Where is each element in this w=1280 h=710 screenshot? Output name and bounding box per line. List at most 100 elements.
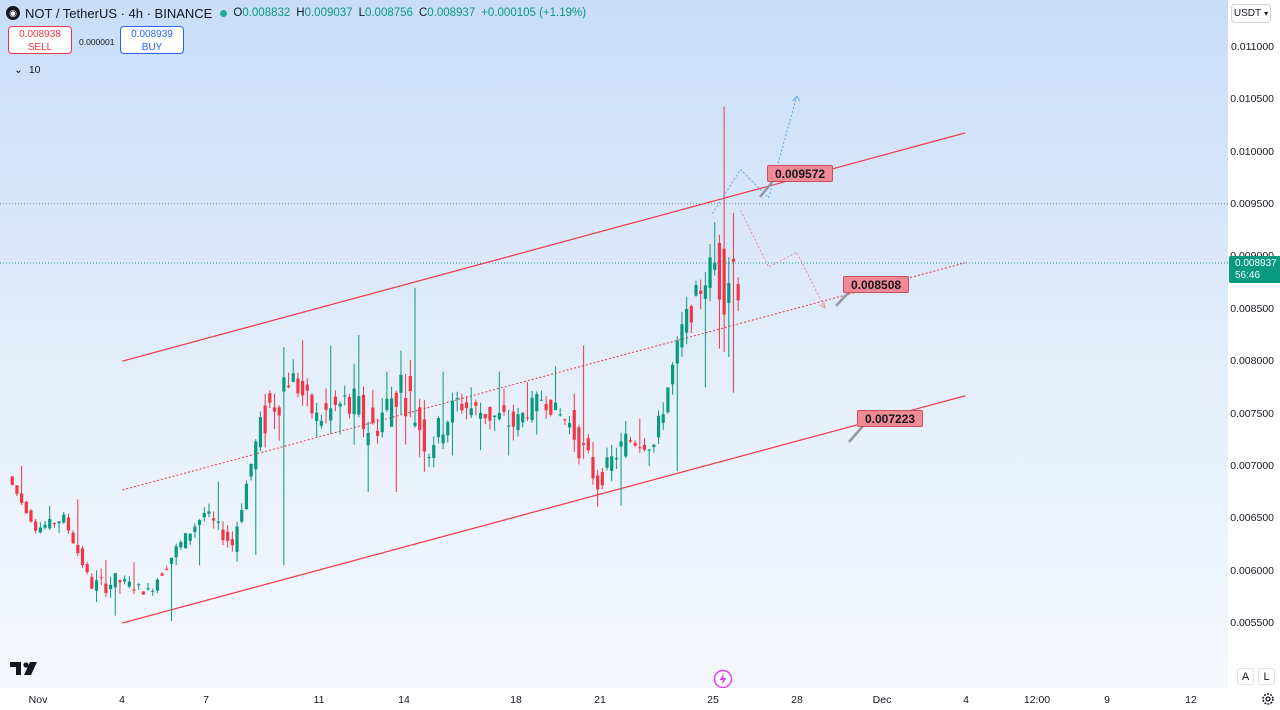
candle-body <box>450 400 455 423</box>
candle-body <box>62 514 66 523</box>
candle-body <box>685 308 689 333</box>
candle-body <box>582 443 586 445</box>
candle-body <box>90 576 94 589</box>
lightning-replay-icon[interactable] <box>713 669 733 688</box>
candle-body <box>48 518 52 529</box>
price-chart[interactable] <box>0 0 1228 688</box>
log-scale-button[interactable]: L <box>1258 668 1275 685</box>
ohlc-close: C0.008937 <box>419 7 475 19</box>
auto-scale-button[interactable]: A <box>1237 668 1254 685</box>
candle-body <box>455 398 459 400</box>
currency-dropdown[interactable]: USDT ▾ <box>1231 4 1271 23</box>
time-tick-label: 28 <box>791 694 803 706</box>
sell-button[interactable]: 0.008938 SELL <box>8 26 72 54</box>
close-value: 0.008937 <box>427 7 476 19</box>
candle-body <box>174 546 178 558</box>
candle-body <box>361 394 366 430</box>
price-tick-label: 0.009500 <box>1230 198 1274 211</box>
candle-body <box>305 384 309 391</box>
tradingview-logo-icon <box>10 662 37 675</box>
candle-body <box>235 526 239 552</box>
candle-body <box>296 378 300 394</box>
annotation-lower[interactable]: 0.007223 <box>857 410 924 427</box>
candle-body <box>272 407 277 412</box>
candle-body <box>722 248 726 315</box>
symbol-logo-icon: ◉ <box>6 6 20 20</box>
candle-body <box>108 584 113 590</box>
annotation-upper[interactable]: 0.009572 <box>767 165 834 182</box>
candle-body <box>43 524 47 528</box>
candle-body <box>642 444 647 450</box>
candle-body <box>731 258 736 262</box>
candle-body <box>577 427 581 459</box>
candle-body <box>586 438 590 451</box>
candle-body <box>572 410 576 440</box>
price-tick-label: 0.005500 <box>1230 617 1274 629</box>
buy-button[interactable]: 0.008939 BUY <box>120 26 184 54</box>
annotation-middle[interactable]: 0.008508 <box>843 276 910 293</box>
candle-body <box>502 405 506 412</box>
candle-body <box>137 584 141 586</box>
candle-body <box>441 434 445 444</box>
candle-body <box>713 262 717 270</box>
time-tick-label: 21 <box>594 694 606 706</box>
candle-body <box>329 408 333 421</box>
candle-body <box>57 521 61 524</box>
candle-body <box>385 398 389 410</box>
candle-body <box>66 517 71 531</box>
time-axis[interactable]: Nov 4 7 11 14 18 21 25 28 Dec 4 12:00 9 12 <box>0 688 1228 710</box>
candle-body <box>118 580 122 583</box>
candle-body <box>404 397 408 417</box>
candle-body <box>422 419 426 452</box>
candle-body <box>319 420 323 426</box>
candle-body <box>675 340 679 364</box>
candle-body <box>652 444 656 447</box>
candle-body <box>427 457 431 459</box>
candle-body <box>549 399 553 415</box>
price-tick-label: 0.006000 <box>1230 564 1274 577</box>
candle-body <box>24 501 28 514</box>
price-tick-label: 0.010000 <box>1230 145 1274 158</box>
price-tick-label: 0.010500 <box>1230 93 1274 106</box>
candle-body <box>394 392 398 407</box>
candle-body <box>717 242 722 300</box>
price-change: +0.000105 (+1.19%) <box>481 7 587 19</box>
candle-body <box>600 472 604 486</box>
candle-body <box>493 415 497 417</box>
candle-body <box>333 396 337 405</box>
volume-toggle[interactable]: ⌄ 10 <box>14 64 41 76</box>
chart-area[interactable]: ◉ NOT / TetherUS · 4h · BINANCE O0.00883… <box>0 0 1228 688</box>
price-tick-label: 0.007000 <box>1230 459 1274 472</box>
candle-body <box>624 433 628 457</box>
candle-body <box>727 283 731 303</box>
time-tick-label: 7 <box>203 694 209 706</box>
time-tick-label: 4 <box>119 694 125 706</box>
sell-price: 0.008938 <box>19 29 61 40</box>
candle-body <box>544 403 548 411</box>
candle-body <box>324 403 328 410</box>
candle-body <box>226 531 230 541</box>
price-tick-label: 0.007500 <box>1230 407 1274 420</box>
candle-body <box>614 458 618 460</box>
candle-body <box>76 544 80 554</box>
candle-body <box>141 591 145 595</box>
candle-body <box>221 529 225 541</box>
candle-body <box>553 402 558 410</box>
candle-body <box>521 412 525 423</box>
candle-body <box>29 510 33 522</box>
spread-value: 0.000001 <box>79 37 115 47</box>
candle-body <box>488 406 492 421</box>
candle-body <box>628 440 633 442</box>
settings-gear-icon[interactable] <box>1261 692 1275 706</box>
price-axis[interactable]: 0.0110000.0105000.0100000.0095000.009000… <box>1228 0 1280 688</box>
candle-body <box>469 408 473 416</box>
candle-body <box>85 564 89 573</box>
candle-body <box>268 393 272 403</box>
candle-body <box>15 485 19 494</box>
symbol-title[interactable]: NOT / TetherUS · 4h · BINANCE <box>25 5 213 21</box>
regression-channel <box>122 132 966 624</box>
candle-body <box>511 411 515 427</box>
candle-body <box>282 377 286 392</box>
candle-body <box>113 573 117 588</box>
candle-body <box>99 577 103 579</box>
